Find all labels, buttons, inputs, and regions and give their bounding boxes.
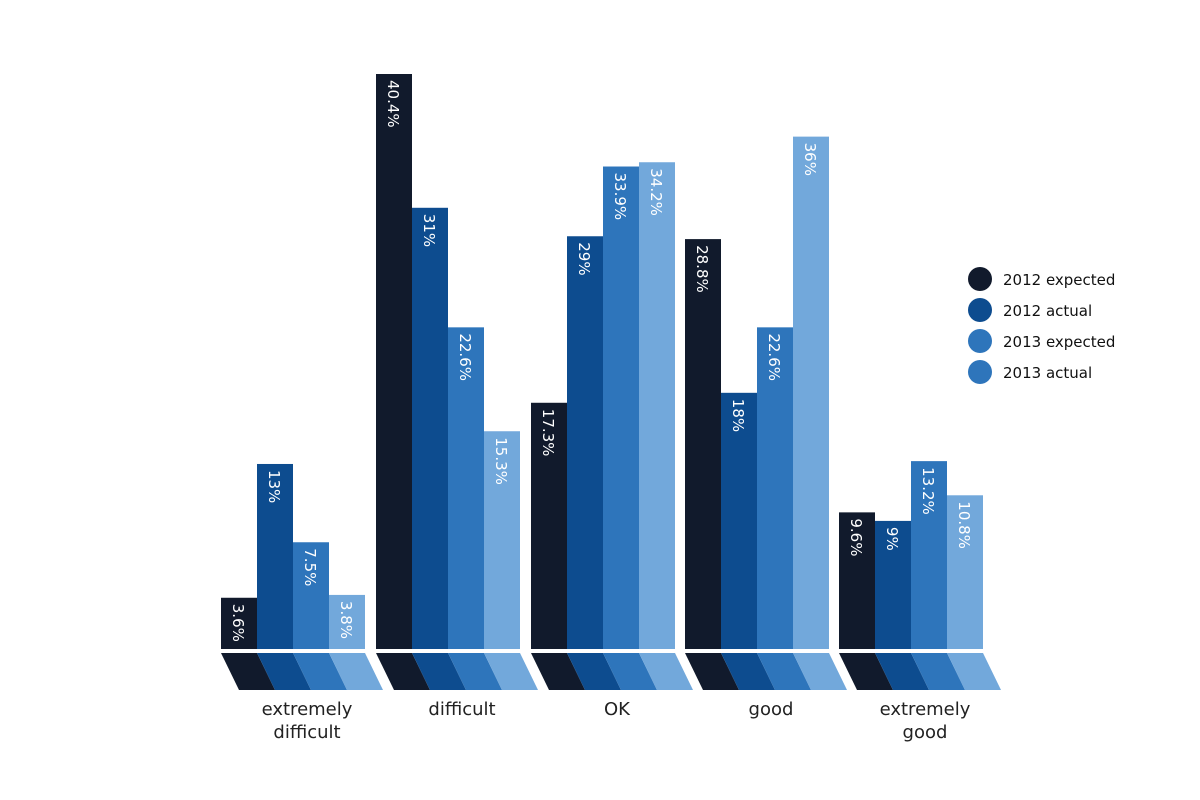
data-label: 36% (801, 143, 819, 176)
category-label: difficult (428, 699, 495, 720)
base-segment (329, 653, 383, 690)
legend-label: 2013 expected (1003, 333, 1115, 351)
data-label: 10.8% (955, 501, 973, 549)
base-segment (947, 653, 1001, 690)
category-label: extremely difficult (262, 699, 353, 743)
bar (947, 495, 983, 649)
data-label: 17.3% (539, 409, 557, 457)
legend-marker (968, 360, 992, 384)
data-label: 7.5% (301, 548, 319, 586)
bar (531, 402, 567, 649)
bar (685, 239, 721, 650)
data-label: 22.6% (765, 333, 783, 381)
base-strip-group (221, 653, 1001, 690)
data-label: 29% (575, 242, 593, 275)
base-segment (639, 653, 693, 690)
category-labels: extremely difficult difficult OK good extreme… (262, 699, 971, 743)
bar (721, 392, 757, 649)
bar (293, 542, 329, 649)
bar (639, 162, 675, 650)
data-label: 22.6% (456, 333, 474, 381)
data-label: 3.6% (229, 604, 247, 642)
bars-group: 3.6% 13% 7.5% 3.8% 40.4% 31% 22.6% 15.3% 17.3% 29… (221, 74, 983, 650)
bar (329, 594, 365, 649)
bar (839, 512, 875, 649)
bar (875, 520, 911, 649)
bar (221, 597, 257, 649)
data-label: 13.2% (919, 467, 937, 515)
legend-marker (968, 298, 992, 322)
bar (567, 236, 603, 649)
data-label: 31% (420, 214, 438, 247)
bar (412, 207, 448, 650)
legend-label: 2012 actual (1003, 302, 1092, 320)
legend-label: 2013 actual (1003, 364, 1092, 382)
data-label: 9% (883, 527, 901, 551)
data-label: 28.8% (693, 245, 711, 293)
bar (257, 463, 293, 649)
bar (376, 74, 412, 649)
base-segment (484, 653, 538, 690)
bar (484, 431, 520, 649)
bar (448, 327, 484, 649)
legend-marker (968, 329, 992, 353)
data-label: 3.8% (337, 601, 355, 639)
category-label: good (749, 699, 794, 720)
category-label: OK (604, 699, 631, 720)
data-label: 9.6% (847, 518, 865, 556)
bar (603, 166, 639, 649)
bar (793, 136, 829, 649)
bar (911, 461, 947, 649)
bar (757, 327, 793, 649)
base-segment (793, 653, 847, 690)
data-label: 33.9% (611, 173, 629, 221)
data-label: 18% (729, 399, 747, 432)
legend: 2012 expected 2012 actual 2013 expected 201… (968, 267, 1115, 384)
category-label: extremely good (880, 699, 971, 743)
data-label: 15.3% (492, 437, 510, 485)
data-label: 13% (265, 470, 283, 503)
legend-marker (968, 267, 992, 291)
legend-label: 2012 expected (1003, 271, 1115, 289)
data-label: 34.2% (647, 168, 665, 216)
data-label: 40.4% (384, 80, 402, 128)
